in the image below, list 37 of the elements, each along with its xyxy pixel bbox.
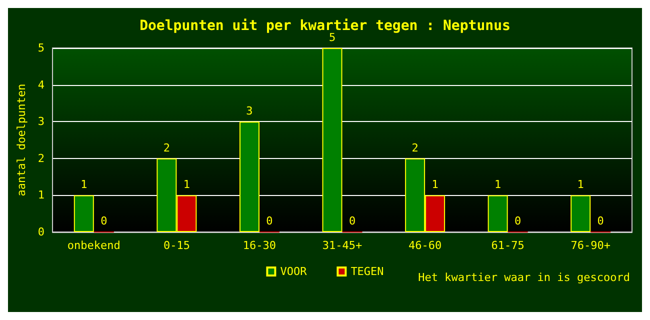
data-label: 1: [80, 178, 88, 192]
legend-label: VOOR: [280, 265, 308, 278]
y-axis-title: aantal doelpunten: [15, 84, 28, 196]
data-label: 1: [183, 178, 190, 192]
data-label: 1: [432, 178, 438, 192]
chart-title: Doelpunten uit per kwartier tegen : Neptunus: [140, 18, 510, 34]
y-tick-label: 1: [38, 188, 45, 202]
y-tick-label: 4: [38, 78, 45, 92]
y-tick-label: 0: [38, 226, 45, 238]
data-label: 1: [494, 178, 502, 192]
x-axis-title: Het kwartier waar in is gescoord: [418, 271, 630, 284]
bar: [488, 195, 508, 232]
x-tick-label: 61-75: [491, 239, 524, 252]
x-tick-label: 46-60: [408, 239, 442, 252]
data-label: 2: [163, 141, 170, 154]
bar: [239, 122, 260, 232]
bar: [322, 48, 342, 232]
data-label: 5: [328, 31, 336, 44]
bar: [570, 195, 591, 232]
data-label: 0: [597, 214, 604, 228]
x-tick-label: 16-30: [242, 239, 276, 252]
data-label: 2: [412, 141, 418, 154]
data-label: 3: [246, 104, 253, 118]
y-tick-label: 5: [38, 42, 45, 54]
data-label: 0: [266, 214, 273, 228]
y-tick-label: 3: [38, 115, 45, 128]
bar: [74, 195, 94, 232]
y-tick-label: 2: [38, 152, 45, 165]
data-label: 0: [348, 214, 356, 228]
data-label: 0: [514, 214, 522, 228]
data-label: 1: [577, 178, 584, 192]
legend-label: TEGEN: [350, 265, 384, 278]
x-tick-label: 76-90+: [570, 239, 611, 252]
x-tick-label: onbekend: [67, 239, 120, 252]
x-tick-label: 31-45+: [322, 239, 362, 252]
x-tick-label: 0-15: [163, 239, 190, 252]
data-label: 0: [100, 214, 108, 228]
